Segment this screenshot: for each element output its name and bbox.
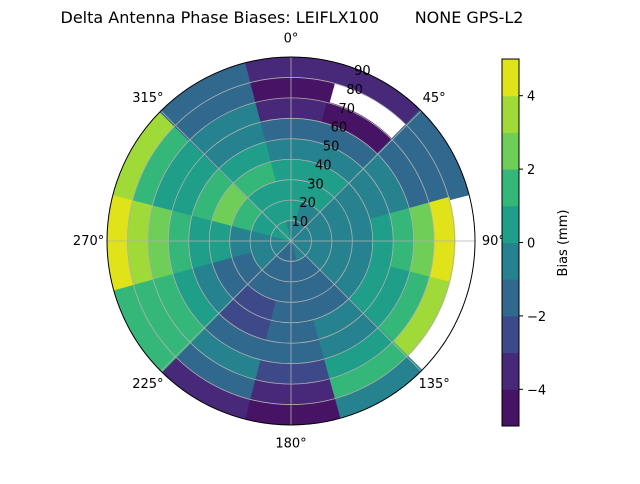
r-tick-label: 10 — [292, 215, 309, 230]
colorbar-segment — [502, 315, 519, 354]
theta-tick-labels: 0° 45° 90° 135° 180° 225° 270° 315° — [73, 32, 505, 452]
colorbar-segment — [502, 352, 519, 390]
colorbar-segment — [502, 242, 519, 280]
r-tick-label: 90 — [354, 64, 371, 79]
theta-tick-label: 90° — [482, 234, 505, 249]
theta-tick-label: 225° — [132, 377, 163, 392]
theta-tick-label: 315° — [132, 91, 163, 106]
colorbar-tick-label: 2 — [527, 163, 535, 178]
theta-tick-label: 270° — [73, 234, 104, 249]
theta-tick-label: 0° — [284, 32, 299, 47]
r-tick-labels: 10 20 30 40 50 60 70 80 90 — [292, 64, 371, 230]
theta-tick-label: 135° — [418, 377, 449, 392]
colorbar-segment — [502, 169, 519, 207]
colorbar-tick-label: −2 — [527, 310, 546, 325]
polar-grid — [107, 57, 475, 425]
colorbar-segment — [502, 95, 519, 133]
colorbar-tick-label: 4 — [527, 90, 535, 105]
r-tick-label: 60 — [331, 121, 348, 136]
colorbar-label: Bias (mm) — [556, 210, 571, 277]
r-tick-label: 20 — [299, 196, 316, 211]
colorbar-segment — [502, 132, 519, 170]
r-tick-label: 50 — [323, 140, 340, 155]
theta-tick-label: 180° — [275, 436, 306, 451]
theta-gridline — [160, 110, 422, 372]
colorbar-tick-label: 0 — [527, 237, 535, 252]
theta-tick-label: 45° — [423, 91, 446, 106]
r-tick-label: 80 — [346, 83, 363, 98]
r-tick-label: 40 — [315, 158, 332, 173]
r-tick-label: 70 — [338, 102, 355, 117]
polar-frame — [106, 56, 476, 426]
chart-title: Delta Antenna Phase Biases: LEIFLX100 NO… — [61, 8, 524, 27]
colorbar-segment — [502, 389, 519, 427]
colorbar-tick-label: −4 — [527, 383, 546, 398]
colorbar-segment — [502, 59, 519, 97]
colorbar-segment — [502, 279, 519, 317]
colorbar: 4 2 0 −2 −4 — [501, 58, 546, 427]
r-tick-label: 30 — [307, 177, 324, 192]
colorbar-segment — [502, 205, 519, 243]
